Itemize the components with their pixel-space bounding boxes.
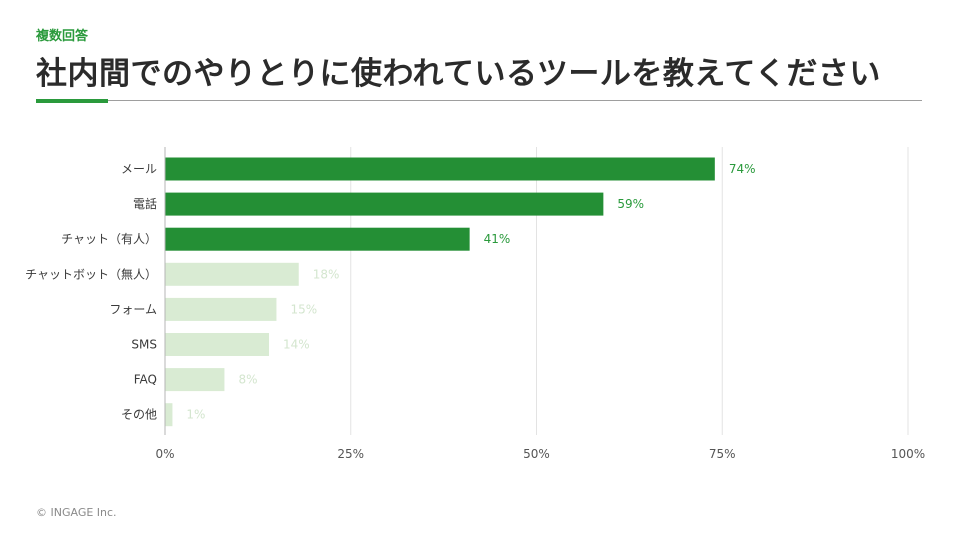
title-divider — [36, 100, 922, 101]
value-label: 14% — [283, 338, 310, 352]
category-label: フォーム — [109, 302, 157, 316]
value-label: 41% — [484, 232, 511, 246]
x-tick-label: 75% — [709, 447, 736, 461]
category-label: 電話 — [133, 196, 157, 211]
category-label: FAQ — [134, 373, 157, 387]
bar — [165, 227, 470, 251]
bar — [165, 192, 604, 216]
bar — [165, 157, 715, 181]
copyright-footer: © INGAGE Inc. — [36, 506, 117, 519]
category-label: SMS — [131, 338, 157, 352]
x-tick-label: 100% — [891, 447, 925, 461]
value-label: 59% — [617, 197, 644, 211]
bar — [165, 368, 225, 392]
value-label: 8% — [238, 373, 257, 387]
category-label: チャットボット（無人） — [25, 266, 157, 281]
bar — [165, 403, 173, 427]
bar — [165, 262, 299, 286]
value-label: 1% — [186, 408, 205, 422]
value-label: 74% — [729, 162, 756, 176]
page-title: 社内間でのやりとりに使われているツールを教えてください — [36, 56, 881, 92]
title-divider-accent — [36, 99, 108, 103]
multiple-answer-tag: 複数回答 — [36, 29, 89, 44]
x-tick-label: 0% — [155, 447, 174, 461]
x-tick-label: 25% — [337, 447, 364, 461]
bar — [165, 297, 277, 321]
x-tick-label: 50% — [523, 447, 550, 461]
category-label: メール — [121, 162, 157, 176]
category-label: その他 — [121, 408, 157, 422]
value-label: 15% — [290, 302, 317, 316]
bar — [165, 333, 270, 356]
value-label: 18% — [313, 267, 340, 281]
category-label: チャット（有人） — [61, 232, 157, 246]
